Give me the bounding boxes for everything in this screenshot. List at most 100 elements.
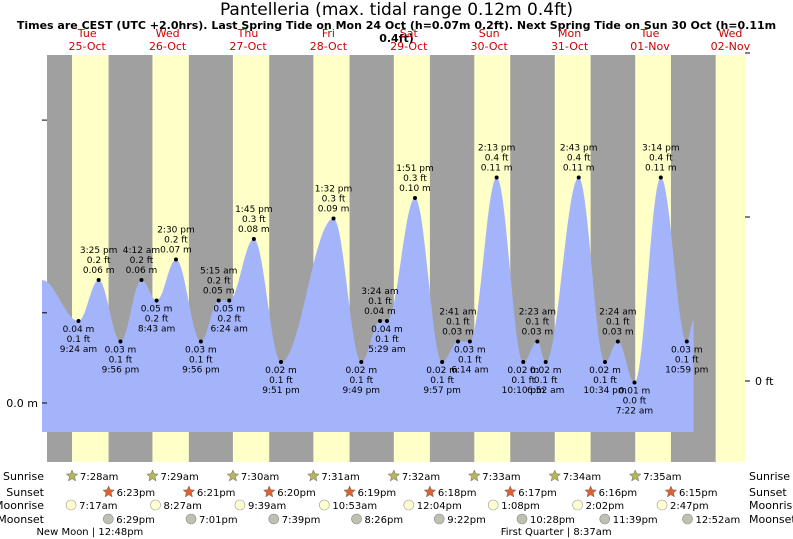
extreme-dot [96,278,101,282]
extreme-time: 10:59 pm [665,366,708,376]
sunset-row-label-right: Sunset [749,486,787,499]
sunrise-row-label-right: Sunrise [749,470,790,483]
extreme-height-ft: 0.1 ft [67,335,91,345]
moonrise-icon [487,499,499,511]
extreme-height-m: 0.03 m [105,346,137,356]
extreme-dot [632,380,637,385]
extreme-height-m: 0.08 m [238,225,270,235]
moonrise-time: 8:27am [164,501,202,512]
extreme-time: 1:51 pm [396,164,434,174]
sunset-time: 6:17pm [518,488,557,499]
moonrise-time: 7:17am [79,501,117,512]
sunrise-row-label-left: Sunrise [3,470,44,483]
extreme-time: 2:13 pm [478,144,516,154]
moonset-icon [268,513,280,525]
day-date-label: 31-Oct [551,40,589,53]
extreme-height-ft: 0.1 ft [534,376,558,386]
extreme-height-m: 0.03 m [442,328,474,338]
extreme-height-m: 0.11 m [563,164,595,174]
sunrise-time: 7:30am [241,472,279,483]
extreme-dot [494,175,499,180]
sunset-time: 6:21pm [197,488,236,499]
extreme-time: 6:52 am [527,386,564,396]
moonset-icon [103,513,114,525]
extreme-time: 5:29 am [368,345,405,355]
moonset-icon [351,513,362,525]
day-date-label: 28-Oct [310,40,348,53]
extreme-time: 9:57 pm [423,386,461,396]
moonset-icon [599,513,611,525]
sunrise-icon [387,469,401,482]
chart-subtitle: Times are CEST (UTC +2.0hrs). Last Sprin… [16,19,777,45]
extreme-dot [615,339,620,344]
day-name-label: Tue [77,27,97,40]
day-date-label: 02-Nov [711,40,751,53]
moonrise-time: 1:08pm [501,501,540,512]
extreme-height-m: 0.03 m [522,328,554,338]
extreme-time: 3:14 pm [642,144,680,154]
extreme-height-ft: 0.2 ft [145,315,169,325]
sunset-icon [584,485,597,498]
extreme-height-ft: 0.1 ft [349,376,373,386]
sunrise-time: 7:31am [321,472,359,483]
extreme-height-m: 0.05 m [141,305,173,315]
extreme-dot [384,319,389,323]
extreme-dot [603,360,608,364]
moonrise-row-label-right: Moonrise [749,499,793,512]
extreme-height-m: 0.10 m [399,184,431,194]
extreme-dot [76,319,81,323]
tide-level-area [42,177,694,432]
moonrise-row-label-left: Moonrise [0,499,44,512]
sunrise-icon [146,469,159,482]
day-name-label: Wed [718,27,742,40]
extreme-height-m: 0.03 m [185,346,217,356]
day-name-label: Tue [640,27,660,40]
moonset-time: 10:28pm [530,515,575,526]
extreme-dot [543,360,548,364]
astro-table: SunriseSunriseSunsetSunsetMoonriseMoonri… [0,469,793,538]
extreme-time: 10:10 pm [502,386,545,396]
extreme-height-m: 0.02 m [345,366,377,376]
moonset-time: 6:29pm [116,515,155,526]
extreme-time: 9:49 pm [343,386,381,396]
moonset-time: 8:26pm [365,515,404,526]
extreme-height-ft: 0.2 ft [207,277,231,287]
day-date-label: 26-Oct [149,40,187,53]
sunrise-icon [467,469,481,482]
sunrise-time: 7:29am [160,472,198,483]
extreme-height-m: 0.05 m [213,305,245,315]
sunset-icon [262,485,276,498]
extreme-time: 7:22 am [616,407,653,417]
extreme-height-ft: 0.1 ft [511,376,535,386]
sunrise-icon [226,469,240,482]
chart-title: Pantelleria (max. tidal range 0.12m 0.4f… [219,0,574,20]
extreme-time: 9:56 pm [102,366,140,376]
sunrise-time: 7:34am [563,472,601,483]
day-name-label: Thu [237,27,259,40]
moonrise-icon [403,499,415,511]
moonrise-icon [572,499,583,511]
extreme-height-ft: 0.2 ft [164,236,188,246]
moonrise-time: 12:04pm [417,501,462,512]
extreme-height-m: 0.02 m [589,366,621,376]
extreme-dot [377,319,382,323]
extreme-height-ft: 0.1 ft [269,376,293,386]
extreme-dot [576,175,581,180]
sunset-time: 6:23pm [117,488,156,499]
extreme-height-m: 0.02 m [507,366,539,376]
day-name-label: Sun [479,27,500,40]
extreme-height-ft: 0.4 ft [485,154,509,164]
extreme-height-ft: 0.1 ft [675,356,699,366]
moonrise-icon [319,499,330,511]
sunset-time: 6:15pm [679,488,718,499]
moonrise-icon [234,499,246,511]
sunrise-icon [65,469,79,482]
sunrise-icon [628,469,642,482]
extreme-dot [139,278,144,282]
extreme-height-ft: 0.0 ft [623,397,647,407]
moonset-time: 12:52am [696,515,741,526]
extreme-dot [278,360,283,364]
extreme-height-m: 0.02 m [426,366,458,376]
extreme-dot [467,339,472,344]
